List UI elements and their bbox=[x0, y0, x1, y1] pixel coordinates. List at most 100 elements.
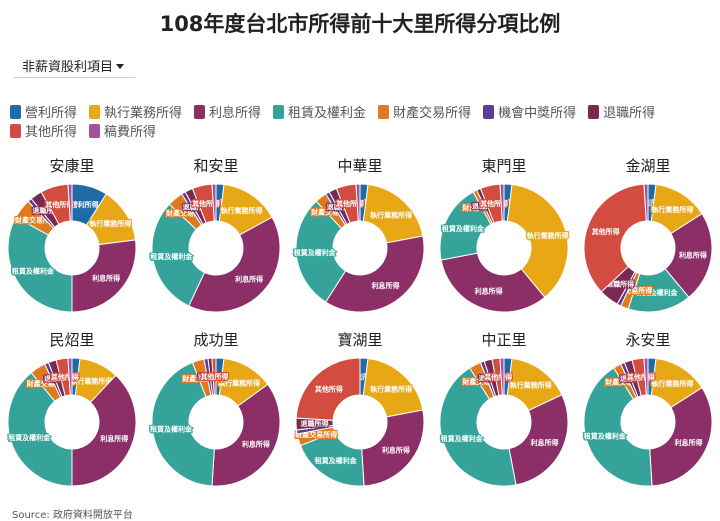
legend-swatch bbox=[378, 104, 390, 119]
donut-slice[interactable] bbox=[361, 409, 425, 487]
slice-label: 營利所得 bbox=[493, 372, 521, 381]
chart-title: 金湖里 bbox=[625, 157, 670, 175]
legend-item[interactable]: 財產交易所得 bbox=[378, 103, 471, 121]
donut-slice[interactable] bbox=[499, 357, 505, 396]
slice-label: 退職所得 bbox=[479, 373, 507, 382]
donut-slice[interactable] bbox=[295, 200, 347, 303]
slice-label: 租賃及權利金 bbox=[294, 248, 337, 257]
donut-slice[interactable] bbox=[440, 252, 546, 313]
legend-item[interactable]: 機會中獎所得 bbox=[483, 103, 576, 121]
slice-label: 租賃及權利金 bbox=[315, 456, 358, 465]
slice-label: 財產交易所得 bbox=[165, 208, 208, 217]
donut-slice[interactable] bbox=[439, 367, 517, 487]
donut-slice[interactable] bbox=[362, 357, 424, 418]
slice-label: 退職所得 bbox=[472, 202, 500, 211]
legend-item[interactable]: 執行業務所得 bbox=[89, 103, 182, 121]
donut-slice[interactable] bbox=[67, 357, 73, 396]
slice-label: 其他所得 bbox=[592, 227, 620, 236]
slice-label: 財產交易所得 bbox=[14, 216, 57, 225]
slice-label: 租賃及權利金 bbox=[8, 433, 51, 442]
donut-slice[interactable] bbox=[508, 394, 569, 486]
donut-slice[interactable] bbox=[7, 216, 73, 313]
slice-label: 財產交易所得 bbox=[26, 379, 69, 388]
legend-item[interactable]: 營利所得 bbox=[10, 103, 77, 121]
slice-label: 退職所得 bbox=[44, 374, 72, 383]
legend-item[interactable]: 利息所得 bbox=[194, 103, 262, 121]
category-dropdown[interactable]: 非薪資股利項目 bbox=[14, 54, 135, 78]
slice-label: 利息所得 bbox=[372, 281, 400, 290]
slice-label: 其他所得 bbox=[480, 199, 508, 208]
slice-label: 利息所得 bbox=[531, 438, 559, 447]
slice-label: 其他所得 bbox=[45, 200, 73, 209]
page-title: 108年度台北市所得前十大里所得分項比例 bbox=[159, 12, 561, 36]
slice-label: 租賃及權利金 bbox=[584, 432, 627, 441]
slice-label: 退職所得 bbox=[301, 419, 329, 428]
legend-label: 其他所得 bbox=[25, 125, 78, 140]
donut-slice[interactable] bbox=[211, 357, 217, 396]
donut-slice[interactable] bbox=[439, 191, 492, 261]
donut-slice[interactable] bbox=[583, 367, 653, 487]
legend-item[interactable]: 其他所得 bbox=[10, 122, 78, 140]
chart-title: 成功里 bbox=[193, 331, 238, 349]
donut-slice[interactable] bbox=[643, 357, 649, 396]
donut-slice[interactable] bbox=[649, 387, 713, 487]
slice-label: 其他所得 bbox=[627, 373, 655, 382]
legend-item[interactable]: 稿費所得 bbox=[89, 122, 156, 140]
donut-slice[interactable] bbox=[7, 371, 73, 487]
slice-label: 營利所得 bbox=[349, 372, 377, 381]
donut-slice[interactable] bbox=[583, 183, 647, 293]
donut-slice[interactable] bbox=[643, 183, 649, 222]
legend-item[interactable]: 退職所得 bbox=[588, 103, 656, 121]
slice-label: 營利所得 bbox=[71, 200, 99, 209]
legend-swatch bbox=[194, 104, 206, 119]
slice-label: 退職所得 bbox=[620, 374, 648, 383]
slice-label: 退職所得 bbox=[606, 279, 634, 288]
slice-label: 財產交易所得 bbox=[461, 203, 504, 212]
donut-slice[interactable] bbox=[211, 383, 281, 487]
donut-slice[interactable] bbox=[506, 183, 569, 299]
legend-swatch bbox=[588, 104, 600, 119]
donut-slice[interactable] bbox=[71, 239, 137, 313]
slice-label: 利息所得 bbox=[675, 438, 703, 447]
donut-slice[interactable] bbox=[188, 216, 281, 313]
donut-slice[interactable] bbox=[499, 183, 505, 222]
donut-slice[interactable] bbox=[67, 183, 73, 222]
donut-slice[interactable] bbox=[151, 361, 215, 487]
donut-slice[interactable] bbox=[355, 183, 361, 222]
slice-label: 租賃及權利金 bbox=[441, 434, 484, 443]
slice-label: 其他所得 bbox=[192, 199, 220, 208]
donut-slice[interactable] bbox=[71, 374, 137, 487]
slice-label: 財產交易所得 bbox=[310, 208, 353, 217]
donut-slice[interactable] bbox=[362, 183, 424, 244]
slice-label: 退職所得 bbox=[183, 202, 211, 211]
legend-label: 利息所得 bbox=[209, 106, 262, 121]
legend-label: 租賃及權利金 bbox=[288, 106, 367, 121]
slice-label: 利息所得 bbox=[242, 439, 270, 448]
slice-label: 租賃及權利金 bbox=[442, 224, 485, 233]
slice-label: 營利所得 bbox=[349, 198, 377, 207]
slice-label: 其他所得 bbox=[51, 373, 79, 382]
slice-label: 營利所得 bbox=[637, 372, 665, 381]
chart-title: 安康里 bbox=[49, 157, 94, 175]
donut-slice[interactable] bbox=[295, 357, 361, 421]
slice-label: 財產交易所得 bbox=[461, 377, 504, 386]
legend-item[interactable]: 租賃及權利金 bbox=[273, 103, 367, 121]
donut-slice[interactable] bbox=[211, 183, 217, 222]
slice-label: 執行業務所得 bbox=[218, 378, 260, 387]
slice-label: 利息所得 bbox=[100, 434, 128, 443]
slice-label: 利息所得 bbox=[475, 286, 503, 295]
slice-label: 執行業務所得 bbox=[89, 219, 131, 228]
slice-label: 退職所得 bbox=[32, 206, 60, 215]
legend-label: 退職所得 bbox=[603, 106, 656, 121]
donut-slice[interactable] bbox=[151, 203, 206, 307]
slice-label: 營利所得 bbox=[493, 198, 521, 207]
slice-label: 執行業務所得 bbox=[527, 231, 569, 240]
donut-slice[interactable] bbox=[299, 431, 365, 487]
donut-slice[interactable] bbox=[325, 235, 425, 313]
